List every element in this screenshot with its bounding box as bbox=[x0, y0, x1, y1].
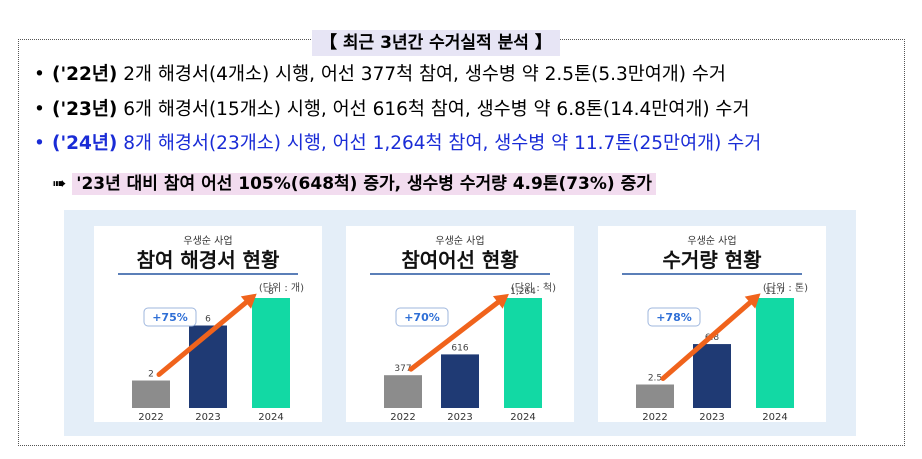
bullet-dot: • bbox=[34, 64, 45, 85]
bullet-year: ('22년) bbox=[52, 64, 118, 85]
page-title: 【 최근 3년간 수거실적 분석 】 bbox=[312, 30, 560, 56]
bullet-2022: • ('22년) 2개 해경서(4개소) 시행, 어선 377척 참여, 생수병 … bbox=[34, 62, 726, 88]
bullet-2024: • ('24년) 8개 해경서(23개소) 시행, 어선 1,264척 참여, 생… bbox=[34, 131, 761, 157]
value-label-2022: 2.5 bbox=[648, 373, 662, 383]
bullet-dot: • bbox=[34, 99, 45, 120]
chart-unit: (단위 : 톤) bbox=[762, 283, 808, 294]
arrow-icon: ➠ bbox=[52, 174, 67, 194]
summary-line: ➠ '23년 대비 참여 어선 105%(648척) 증가, 생수병 수거량 4.… bbox=[52, 171, 656, 197]
bar-2022 bbox=[636, 384, 674, 408]
bar-2024 bbox=[252, 298, 290, 408]
chart-stations: 2 2022 6 2023 8 2024 +75% bbox=[132, 287, 290, 422]
chart-title: 참여 해경서 현황 bbox=[136, 248, 280, 272]
bar-2022 bbox=[132, 380, 170, 408]
category-label-2023: 2023 bbox=[447, 412, 472, 422]
growth-arrow bbox=[408, 297, 504, 372]
category-label-2022: 2022 bbox=[642, 412, 667, 422]
category-label-2023: 2023 bbox=[699, 412, 724, 422]
bar-2022 bbox=[384, 375, 422, 408]
value-label-2022: 377 bbox=[394, 364, 411, 374]
category-label-2024: 2024 bbox=[762, 412, 787, 422]
category-label-2024: 2024 bbox=[258, 412, 283, 422]
bar-2023 bbox=[693, 344, 731, 408]
category-label-2022: 2022 bbox=[390, 412, 415, 422]
chart-subtitle: 우생순 사업 bbox=[687, 236, 737, 247]
chart-unit: (단위 : 개) bbox=[258, 283, 304, 294]
bullet-dot: • bbox=[34, 133, 45, 154]
bar-2023 bbox=[189, 325, 227, 408]
growth-arrow bbox=[156, 297, 252, 377]
category-label-2023: 2023 bbox=[195, 412, 220, 422]
title-underline bbox=[622, 273, 802, 275]
growth-badge-label: +75% bbox=[152, 311, 188, 324]
growth-badge bbox=[143, 307, 197, 327]
chart-title: 수거량 현황 bbox=[662, 248, 762, 272]
value-label-2023: 6 bbox=[205, 315, 211, 325]
bullet-year: ('23년) bbox=[52, 99, 118, 120]
bar-2024 bbox=[756, 298, 794, 408]
chart-subtitle: 우생순 사업 bbox=[183, 236, 233, 247]
summary-text: '23년 대비 참여 어선 105%(648척) 증가, 생수병 수거량 4.9… bbox=[72, 173, 656, 195]
growth-arrow-head bbox=[744, 293, 761, 309]
bar-2023 bbox=[441, 354, 479, 408]
bullet-text: 8개 해경서(23개소) 시행, 어선 1,264척 참여, 생수병 약 11.… bbox=[117, 133, 762, 154]
growth-arrow-head bbox=[492, 293, 509, 309]
title-underline bbox=[370, 273, 550, 275]
value-label-2023: 616 bbox=[451, 343, 468, 353]
growth-badge bbox=[647, 307, 701, 327]
value-label-2024: 11.7 bbox=[765, 287, 785, 297]
value-label-2024: 1,264 bbox=[510, 287, 536, 297]
growth-arrow-head bbox=[240, 293, 257, 309]
chart-card-stations: 우생순 사업 참여 해경서 현황 (단위 : 개) 2 2022 6 2023 8 202… bbox=[94, 226, 322, 422]
growth-arrow bbox=[660, 297, 756, 381]
title-underline bbox=[118, 273, 298, 275]
chart-card-boats: 우생순 사업 참여어선 현황 (단위 : 척) 377 2022 616 2023 1,… bbox=[346, 226, 574, 422]
chart-unit: (단위 : 척) bbox=[510, 283, 556, 294]
value-label-2022: 2 bbox=[148, 370, 154, 380]
chart-title: 참여어선 현황 bbox=[401, 248, 519, 272]
chart-subtitle: 우생순 사업 bbox=[435, 236, 485, 247]
chart-card-volume: 우생순 사업 수거량 현황 (단위 : 톤) 2.520226.8202311.… bbox=[598, 226, 826, 422]
bar-2024 bbox=[504, 298, 542, 408]
growth-badge bbox=[395, 307, 449, 327]
bullet-text: 6개 해경서(15개소) 시행, 어선 616척 참여, 생수병 약 6.8톤(… bbox=[117, 99, 750, 120]
bullet-year: ('24년) bbox=[52, 133, 118, 154]
growth-badge-label: +70% bbox=[404, 311, 440, 324]
bullet-2023: • ('23년) 6개 해경서(15개소) 시행, 어선 616척 참여, 생수병… bbox=[34, 97, 749, 123]
category-label-2024: 2024 bbox=[510, 412, 535, 422]
value-label-2024: 8 bbox=[268, 287, 274, 297]
bullet-text: 2개 해경서(4개소) 시행, 어선 377척 참여, 생수병 약 2.5톤(5… bbox=[117, 64, 726, 85]
chart-boats: 377 2022 616 2023 1,264 2024 +70% bbox=[384, 287, 542, 422]
growth-badge-label: +78% bbox=[656, 311, 692, 324]
charts-panel: 우생순 사업 참여 해경서 현황 (단위 : 개) 2 2022 6 2023 8 202… bbox=[64, 210, 856, 436]
category-label-2022: 2022 bbox=[138, 412, 163, 422]
